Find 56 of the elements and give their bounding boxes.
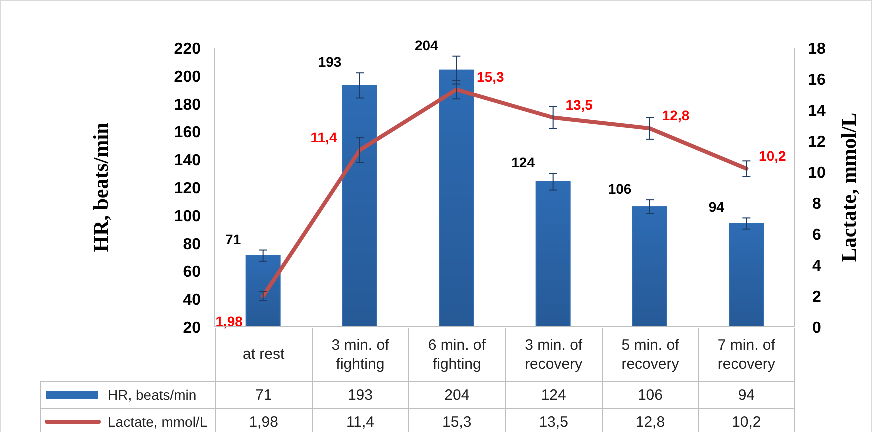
x-tick-label: 5 min. of recovery [602, 328, 698, 381]
y-tick-label: 40 [183, 292, 202, 310]
data-label: 1,98 [215, 408, 312, 432]
y-tick-label: 140 [174, 152, 202, 170]
data-label: 124 [505, 381, 602, 408]
data-label: 15,3 [408, 408, 505, 432]
legend-label: Lactate, mmol/L [108, 414, 208, 430]
y2-tick-label: 18 [808, 41, 826, 58]
text: 15,3 [477, 68, 504, 85]
y-tick-label: 60 [183, 264, 202, 282]
data-label: 204 [408, 381, 505, 408]
text: 106 [608, 181, 632, 198]
y2-tick-label: 12 [808, 134, 826, 151]
y2-tick-label: 6 [812, 227, 822, 244]
text: 204 [414, 37, 438, 54]
y-tick-label: 20 [183, 320, 202, 337]
y2-tick-label: 10 [808, 165, 826, 182]
x-tick-label: 6 min. of fighting [408, 328, 505, 381]
x-tick-label: at rest [215, 328, 312, 381]
y-tick-label: 200 [174, 68, 202, 86]
text: 13,5 [566, 96, 593, 113]
data-label: 71 [215, 381, 312, 408]
text: 1,98 [216, 313, 243, 330]
y-tick-label: 160 [174, 124, 202, 142]
text: 193 [318, 54, 342, 70]
y2-tick-label: 4 [812, 258, 822, 275]
y-tick-label: 80 [183, 236, 202, 254]
text: 10,2 [759, 148, 786, 164]
data-label: 94 [698, 381, 795, 408]
data-label: 12,8 [602, 408, 698, 432]
data-label: 11,4 [312, 408, 408, 432]
x-tick-label: 3 min. of recovery [505, 328, 602, 381]
data-label: 193 [312, 381, 408, 408]
text: 71 [226, 231, 242, 248]
y2-tick-label: 2 [812, 289, 822, 306]
text: 94 [708, 199, 724, 216]
y2-tick-label: 8 [812, 196, 822, 213]
y-tick-label: 220 [174, 41, 202, 58]
line-series [261, 88, 749, 298]
data-label: 13,5 [505, 408, 602, 432]
y2-axis-title: Lactate, mmol/L [837, 112, 861, 262]
text: 124 [512, 154, 536, 171]
y-tick-label: 120 [174, 180, 202, 198]
y-tick-label: 100 [174, 208, 202, 226]
y2-tick-label: 0 [812, 320, 822, 337]
y2-tick-label: 14 [808, 103, 826, 120]
text: 11,4 [310, 129, 338, 146]
y2-tick-label: 16 [808, 72, 826, 89]
x-tick-label: 3 min. of fighting [312, 328, 408, 381]
data-label: 10,2 [698, 408, 795, 432]
y-tick-label: 180 [174, 96, 202, 114]
text: 12,8 [662, 108, 690, 124]
x-tick-label: 7 min. of recovery [698, 328, 795, 381]
data-label: 106 [602, 381, 698, 408]
legend-label: HR, beats/min [108, 387, 197, 403]
y-axis-title: HR, beats/min [89, 122, 113, 252]
